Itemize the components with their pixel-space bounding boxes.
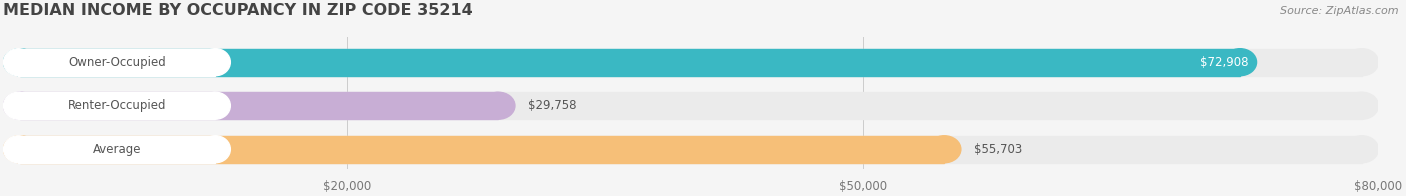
- Text: MEDIAN INCOME BY OCCUPANCY IN ZIP CODE 35214: MEDIAN INCOME BY OCCUPANCY IN ZIP CODE 3…: [3, 4, 474, 18]
- Bar: [20, 136, 1362, 163]
- Text: Renter-Occupied: Renter-Occupied: [67, 99, 166, 112]
- Ellipse shape: [3, 49, 37, 76]
- Ellipse shape: [1346, 136, 1378, 163]
- Ellipse shape: [201, 92, 231, 119]
- Ellipse shape: [482, 92, 515, 119]
- Ellipse shape: [1346, 49, 1378, 76]
- Ellipse shape: [3, 136, 34, 163]
- Ellipse shape: [201, 136, 231, 163]
- Bar: [20, 92, 1362, 119]
- Ellipse shape: [928, 136, 960, 163]
- Ellipse shape: [1346, 92, 1378, 119]
- Bar: [18, 136, 215, 163]
- Text: Owner-Occupied: Owner-Occupied: [67, 56, 166, 69]
- Bar: [20, 136, 945, 163]
- Text: $72,908: $72,908: [1199, 56, 1249, 69]
- Ellipse shape: [3, 136, 37, 163]
- Bar: [20, 49, 1362, 76]
- Text: Source: ZipAtlas.com: Source: ZipAtlas.com: [1281, 6, 1399, 16]
- Ellipse shape: [3, 49, 37, 76]
- Bar: [18, 92, 215, 119]
- Ellipse shape: [1223, 49, 1257, 76]
- Text: $55,703: $55,703: [974, 143, 1022, 156]
- Ellipse shape: [3, 92, 34, 119]
- Ellipse shape: [3, 136, 37, 163]
- Ellipse shape: [3, 92, 37, 119]
- Ellipse shape: [3, 92, 37, 119]
- Bar: [20, 49, 1240, 76]
- Text: $29,758: $29,758: [529, 99, 576, 112]
- Ellipse shape: [201, 49, 231, 76]
- Bar: [18, 49, 215, 76]
- Bar: [20, 92, 499, 119]
- Text: Average: Average: [93, 143, 141, 156]
- Ellipse shape: [3, 49, 34, 76]
